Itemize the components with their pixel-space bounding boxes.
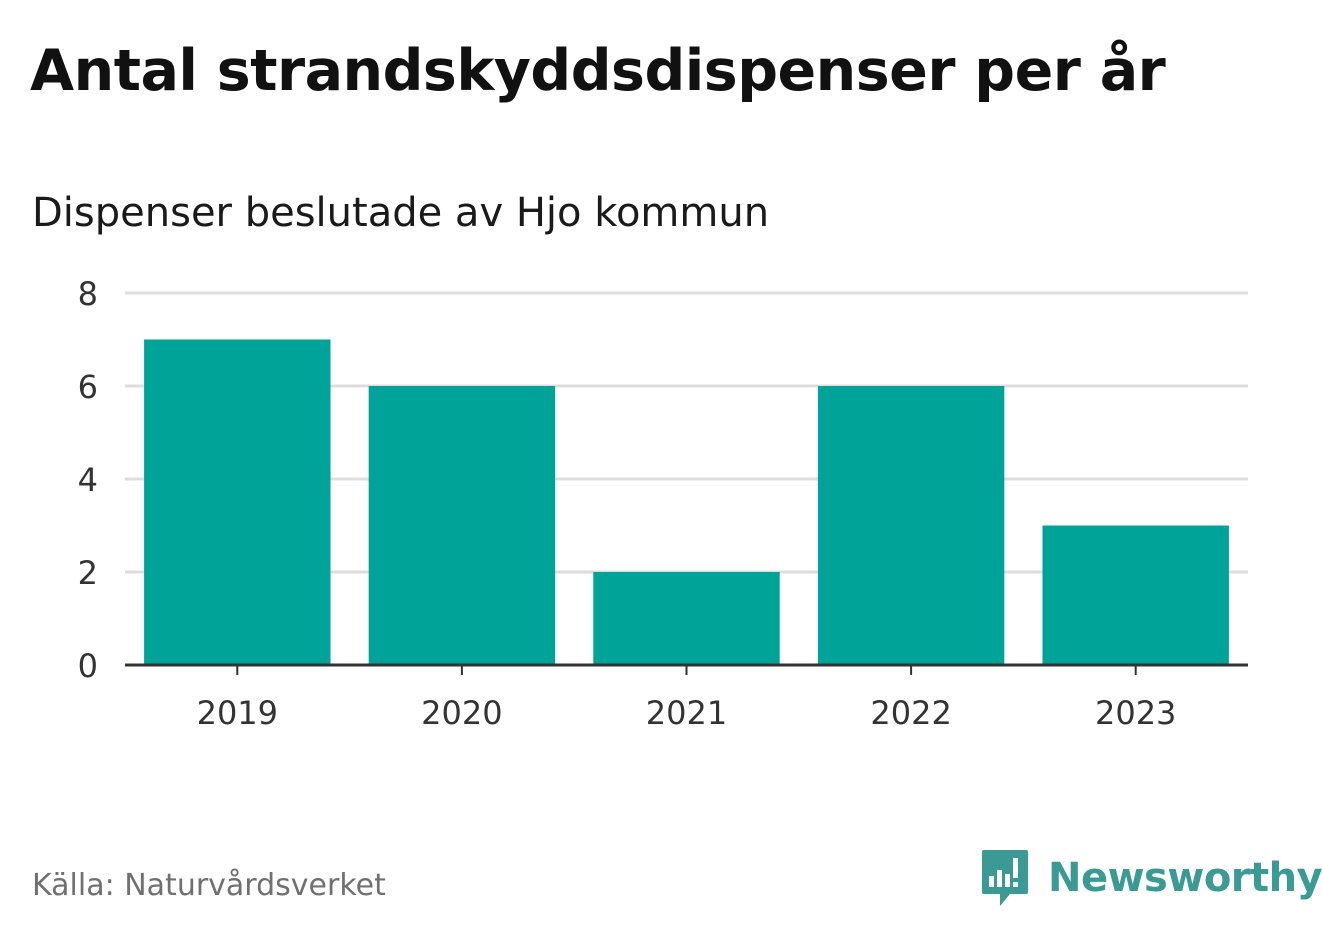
y-tick-label: 0 bbox=[78, 647, 98, 685]
x-tick-label: 2020 bbox=[421, 694, 502, 732]
y-tick-label: 8 bbox=[78, 275, 98, 313]
newsworthy-chart-bubble-icon bbox=[982, 850, 1028, 906]
bar bbox=[817, 386, 1005, 665]
chart-subtitle: Dispenser beslutade av Hjo kommun bbox=[32, 190, 770, 236]
bar bbox=[144, 339, 331, 665]
y-tick-label: 6 bbox=[78, 368, 98, 406]
bar bbox=[593, 572, 780, 665]
x-tick-label: 2021 bbox=[646, 694, 727, 732]
brand-name: Newsworthy bbox=[1048, 855, 1322, 901]
y-tick-label: 4 bbox=[78, 461, 98, 499]
x-tick-label: 2022 bbox=[870, 694, 951, 732]
x-tick-label: 2019 bbox=[197, 694, 278, 732]
chart-title: Antal strandskyddsdispenser per år bbox=[30, 38, 1166, 104]
source-note: Källa: Naturvårdsverket bbox=[32, 868, 386, 903]
bar bbox=[368, 386, 556, 665]
x-tick-label: 2023 bbox=[1095, 694, 1176, 732]
newsworthy-logo: Newsworthy bbox=[980, 848, 1322, 908]
bar bbox=[1042, 525, 1229, 665]
y-tick-label: 2 bbox=[78, 554, 98, 592]
